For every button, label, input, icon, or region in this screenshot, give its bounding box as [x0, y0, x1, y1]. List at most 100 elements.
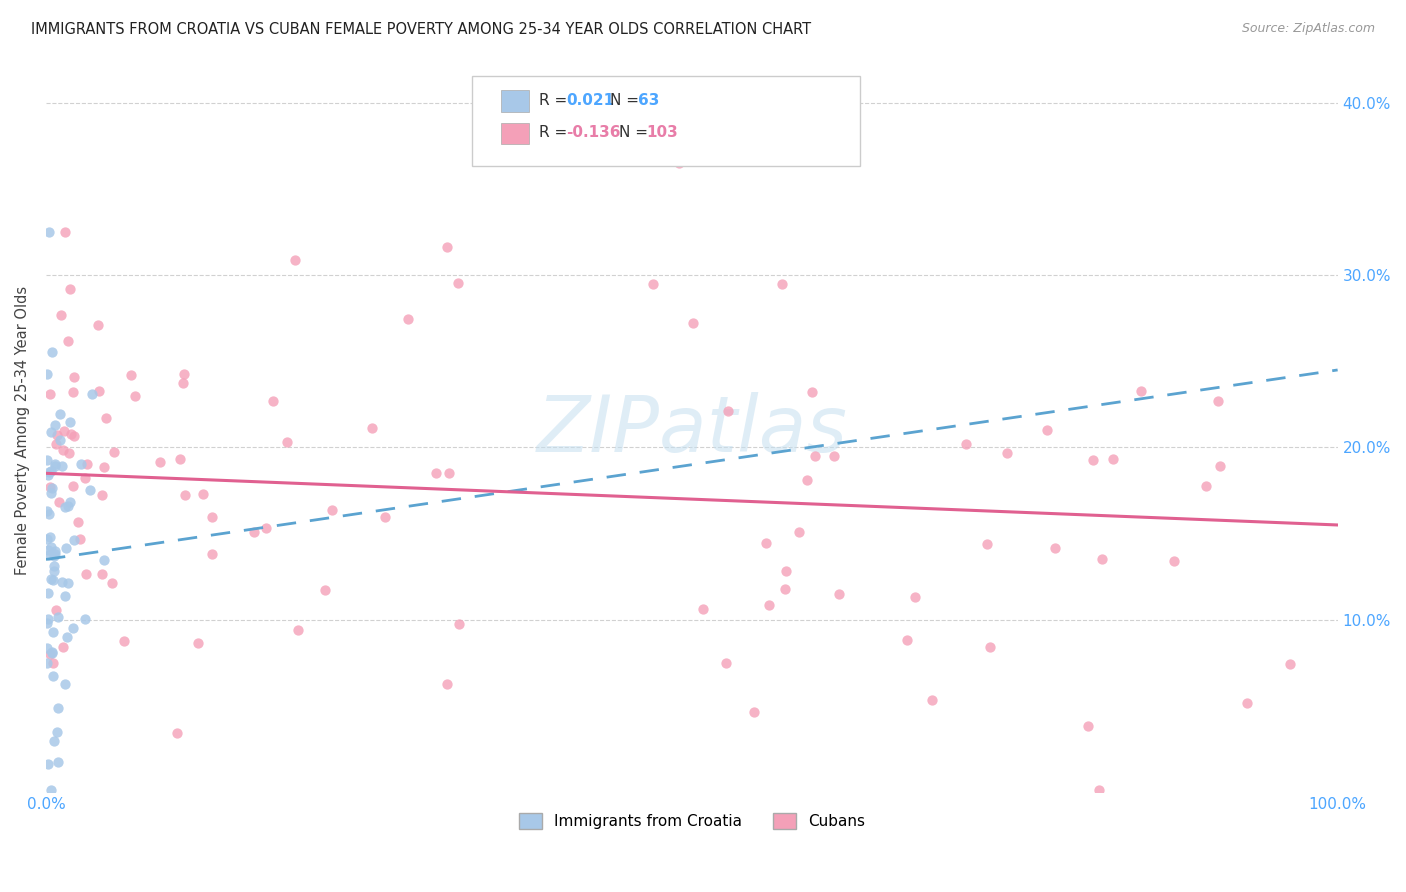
Point [172, 376, 194, 390]
Point [93, 460, 115, 475]
Point [1163, 554, 1185, 568]
Point [717, 404, 740, 418]
Point [447, 277, 470, 291]
Bar [501, 90, 529, 112]
Point [174, 488, 197, 502]
Point [37, 532, 59, 546]
Point [37, 586, 59, 600]
Point [58, 445, 80, 459]
Point [1209, 459, 1232, 474]
Point [284, 252, 307, 267]
Point [62, 384, 84, 399]
Point [45, 603, 67, 617]
Point [44, 457, 66, 471]
FancyBboxPatch shape [472, 76, 859, 166]
Point [53, 424, 76, 438]
Point [39, 530, 62, 544]
Text: -0.136: -0.136 [567, 125, 621, 140]
Point [38, 387, 60, 401]
Point [62, 479, 84, 493]
Point [314, 582, 336, 597]
Point [46, 755, 69, 769]
Point [796, 473, 818, 487]
Point [53, 677, 76, 691]
Point [63, 369, 86, 384]
Point [173, 367, 195, 381]
Point [166, 726, 188, 740]
Point [37, 468, 59, 483]
Point [692, 601, 714, 615]
Point [641, 277, 664, 291]
Point [38, 479, 60, 493]
Point [51, 308, 73, 322]
Point [45, 725, 67, 739]
Point [374, 510, 396, 524]
Point [770, 277, 793, 291]
Point [758, 598, 780, 612]
Point [201, 547, 224, 561]
Point [201, 509, 224, 524]
Point [997, 446, 1019, 460]
Point [67, 515, 90, 529]
Point [75, 566, 97, 581]
Point [38, 549, 60, 563]
Text: ZIPatlas: ZIPatlas [536, 392, 848, 468]
Point [37, 503, 59, 517]
Point [62, 621, 84, 635]
Point [63, 533, 86, 547]
Point [103, 445, 125, 459]
Point [37, 612, 59, 626]
Point [169, 451, 191, 466]
Point [39, 540, 62, 554]
Legend: Immigrants from Croatia, Cubans: Immigrants from Croatia, Cubans [513, 806, 870, 835]
Point [276, 435, 298, 450]
Point [63, 428, 86, 442]
Point [39, 783, 62, 797]
Point [187, 636, 209, 650]
Point [921, 693, 943, 707]
Point [38, 225, 60, 239]
Point [37, 616, 59, 631]
Point [38, 507, 60, 521]
Point [803, 449, 825, 463]
Point [59, 415, 82, 429]
Bar [501, 123, 529, 145]
Point [44, 544, 66, 558]
Y-axis label: Female Poverty Among 25-34 Year Olds: Female Poverty Among 25-34 Year Olds [15, 285, 30, 574]
Point [48, 433, 70, 447]
Point [787, 525, 810, 540]
Point [41, 645, 63, 659]
Point [262, 393, 284, 408]
Point [45, 437, 67, 451]
Point [44, 547, 66, 561]
Point [41, 485, 63, 500]
Point [55, 500, 77, 514]
Point [437, 466, 460, 480]
Point [42, 734, 65, 748]
Text: N =: N = [610, 93, 644, 108]
Point [668, 156, 690, 170]
Point [1077, 719, 1099, 733]
Point [42, 573, 65, 587]
Point [55, 541, 77, 555]
Point [1088, 783, 1111, 797]
Point [41, 482, 63, 496]
Point [44, 417, 66, 432]
Point [38, 647, 60, 661]
Point [69, 532, 91, 546]
Point [59, 495, 82, 509]
Point [89, 384, 111, 398]
Point [41, 646, 63, 660]
Point [44, 549, 66, 563]
Point [44, 559, 66, 574]
Point [53, 225, 76, 239]
Point [42, 625, 65, 640]
Point [51, 574, 73, 589]
Point [254, 521, 277, 535]
Point [53, 590, 76, 604]
Point [755, 535, 778, 549]
Point [56, 576, 79, 591]
Point [90, 488, 112, 502]
Point [56, 499, 79, 513]
Point [1091, 552, 1114, 566]
